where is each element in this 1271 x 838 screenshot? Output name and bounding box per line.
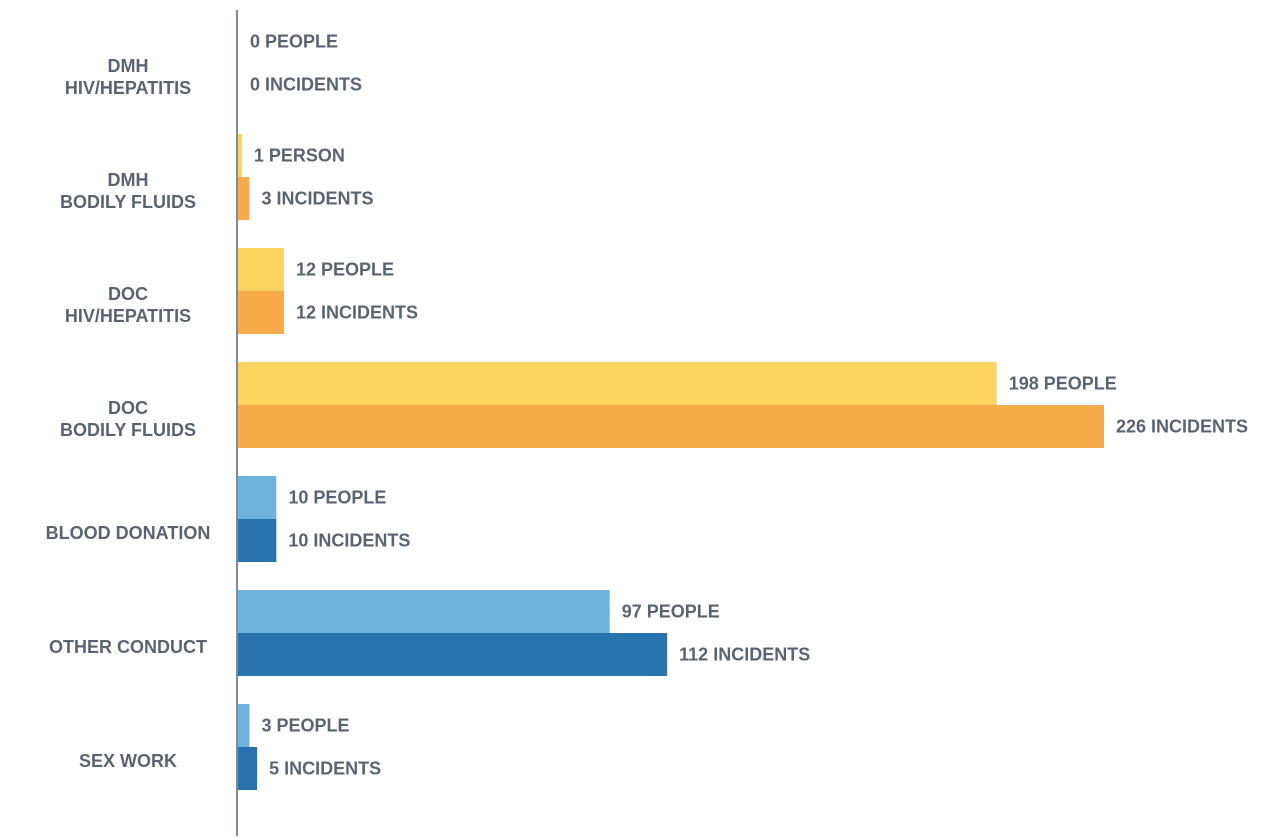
people-value-label: 3 PEOPLE [261,716,349,736]
bar-people [238,704,250,747]
incidents-value-label: 112 INCIDENTS [679,645,810,665]
category-label: DOC BODILY FLUIDS [60,398,196,440]
people-value-label: 198 PEOPLE [1009,374,1117,394]
incidents-value-label: 5 INCIDENTS [269,759,381,779]
category-label: OTHER CONDUCT [49,637,207,657]
incidents-value-label: 12 INCIDENTS [296,303,418,323]
bar-incidents [238,747,258,790]
people-value-label: 0 PEOPLE [250,32,338,52]
bars-group [238,134,1104,790]
people-value-label: 1 PERSON [254,146,345,166]
bar-people [238,476,277,519]
bar-incidents [238,519,277,562]
category-label: SEX WORK [79,751,177,771]
incidents-value-label: 0 INCIDENTS [250,75,362,95]
labels-group: 0 PEOPLE 0 INCIDENTS DMH HIV/HEPATITIS 1 PER… [46,32,1248,779]
people-value-label: 12 PEOPLE [296,260,394,280]
bar-incidents [238,291,284,334]
people-value-label: 97 PEOPLE [622,602,720,622]
incidents-value-label: 10 INCIDENTS [288,531,410,551]
bar-people [238,134,242,177]
bar-incidents [238,405,1104,448]
bar-incidents [238,177,250,220]
bar-people [238,362,997,405]
incidents-value-label: 3 INCIDENTS [261,189,373,209]
category-label: DMH HIV/HEPATITIS [65,56,191,98]
incidents-value-label: 226 INCIDENTS [1116,417,1248,437]
people-value-label: 10 PEOPLE [288,488,386,508]
bar-incidents [238,633,668,676]
bar-people [238,590,610,633]
bar-people [238,248,284,291]
category-label: BLOOD DONATION [46,523,211,543]
category-label: DOC HIV/HEPATITIS [65,284,191,326]
category-label: DMH BODILY FLUIDS [60,170,196,212]
